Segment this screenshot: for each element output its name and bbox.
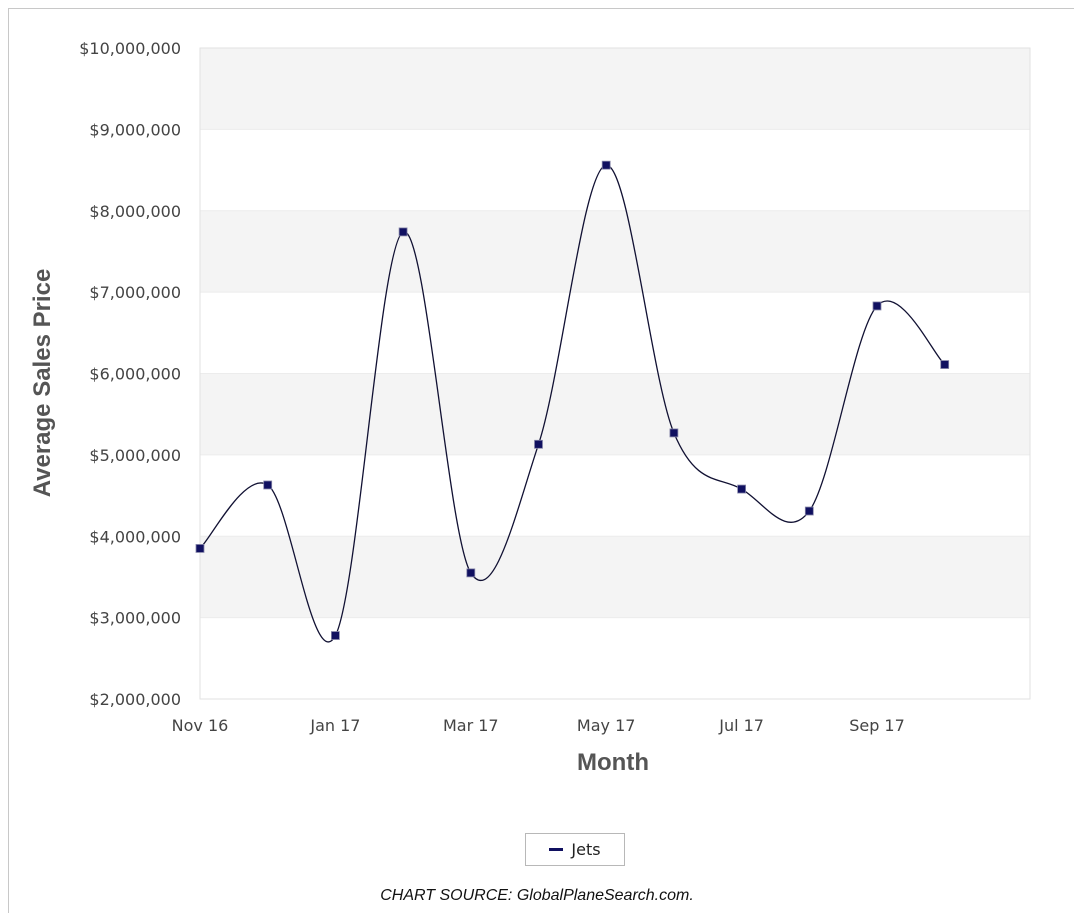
chart-source-note: CHART SOURCE: GlobalPlaneSearch.com.	[380, 887, 694, 904]
x-tick-label: Jul 17	[718, 716, 764, 735]
data-point	[872, 301, 882, 311]
data-point	[330, 631, 340, 640]
x-tick-label: May 17	[577, 716, 636, 735]
x-axis-label: Month	[577, 749, 649, 776]
data-point	[263, 480, 273, 490]
grid-band	[200, 210, 1030, 293]
plot-bands	[200, 47, 1030, 699]
series-points	[195, 160, 950, 640]
data-point	[398, 227, 408, 237]
y-tick-label: $3,000,000	[89, 609, 181, 628]
data-point	[669, 428, 679, 438]
x-axis-ticks: Nov 16 Jan 17 Mar 17 May 17 Jul 17 Sep 17	[172, 716, 905, 735]
y-tick-label: $10,000,000	[79, 39, 181, 58]
x-tick-label: Mar 17	[443, 716, 499, 735]
data-point	[737, 484, 746, 494]
grid-band	[200, 373, 1030, 455]
x-tick-label: Nov 16	[172, 716, 229, 735]
x-tick-label: Sep 17	[849, 716, 905, 735]
grid-band	[200, 129, 1030, 211]
data-point	[195, 544, 205, 553]
grid-band	[200, 292, 1030, 374]
data-point	[940, 360, 950, 369]
y-tick-label: $6,000,000	[89, 365, 181, 384]
grid-band	[200, 617, 1030, 699]
y-tick-label: $2,000,000	[89, 690, 181, 709]
legend-label-jets: Jets	[571, 840, 601, 859]
data-point	[534, 439, 543, 449]
grid-band	[200, 536, 1030, 618]
y-axis-label: Average Sales Price	[29, 269, 56, 498]
grid-band	[200, 454, 1030, 537]
x-tick-label: Jan 17	[309, 716, 360, 735]
data-point	[804, 506, 814, 516]
y-tick-label: $7,000,000	[89, 283, 181, 302]
chart-frame	[8, 8, 1074, 913]
y-tick-label: $9,000,000	[89, 120, 181, 139]
y-tick-label: $5,000,000	[89, 446, 181, 465]
legend-swatch-jets	[549, 848, 564, 851]
y-tick-label: $4,000,000	[89, 527, 181, 546]
plot-area	[199, 47, 1031, 700]
data-point	[601, 160, 611, 170]
legend: Jets	[525, 833, 625, 866]
grid-band	[200, 48, 1030, 130]
y-axis-ticks: $2,000,000 $3,000,000 $4,000,000 $5,000,000…	[79, 39, 181, 709]
y-tick-label: $8,000,000	[89, 202, 181, 221]
data-point	[466, 568, 476, 578]
